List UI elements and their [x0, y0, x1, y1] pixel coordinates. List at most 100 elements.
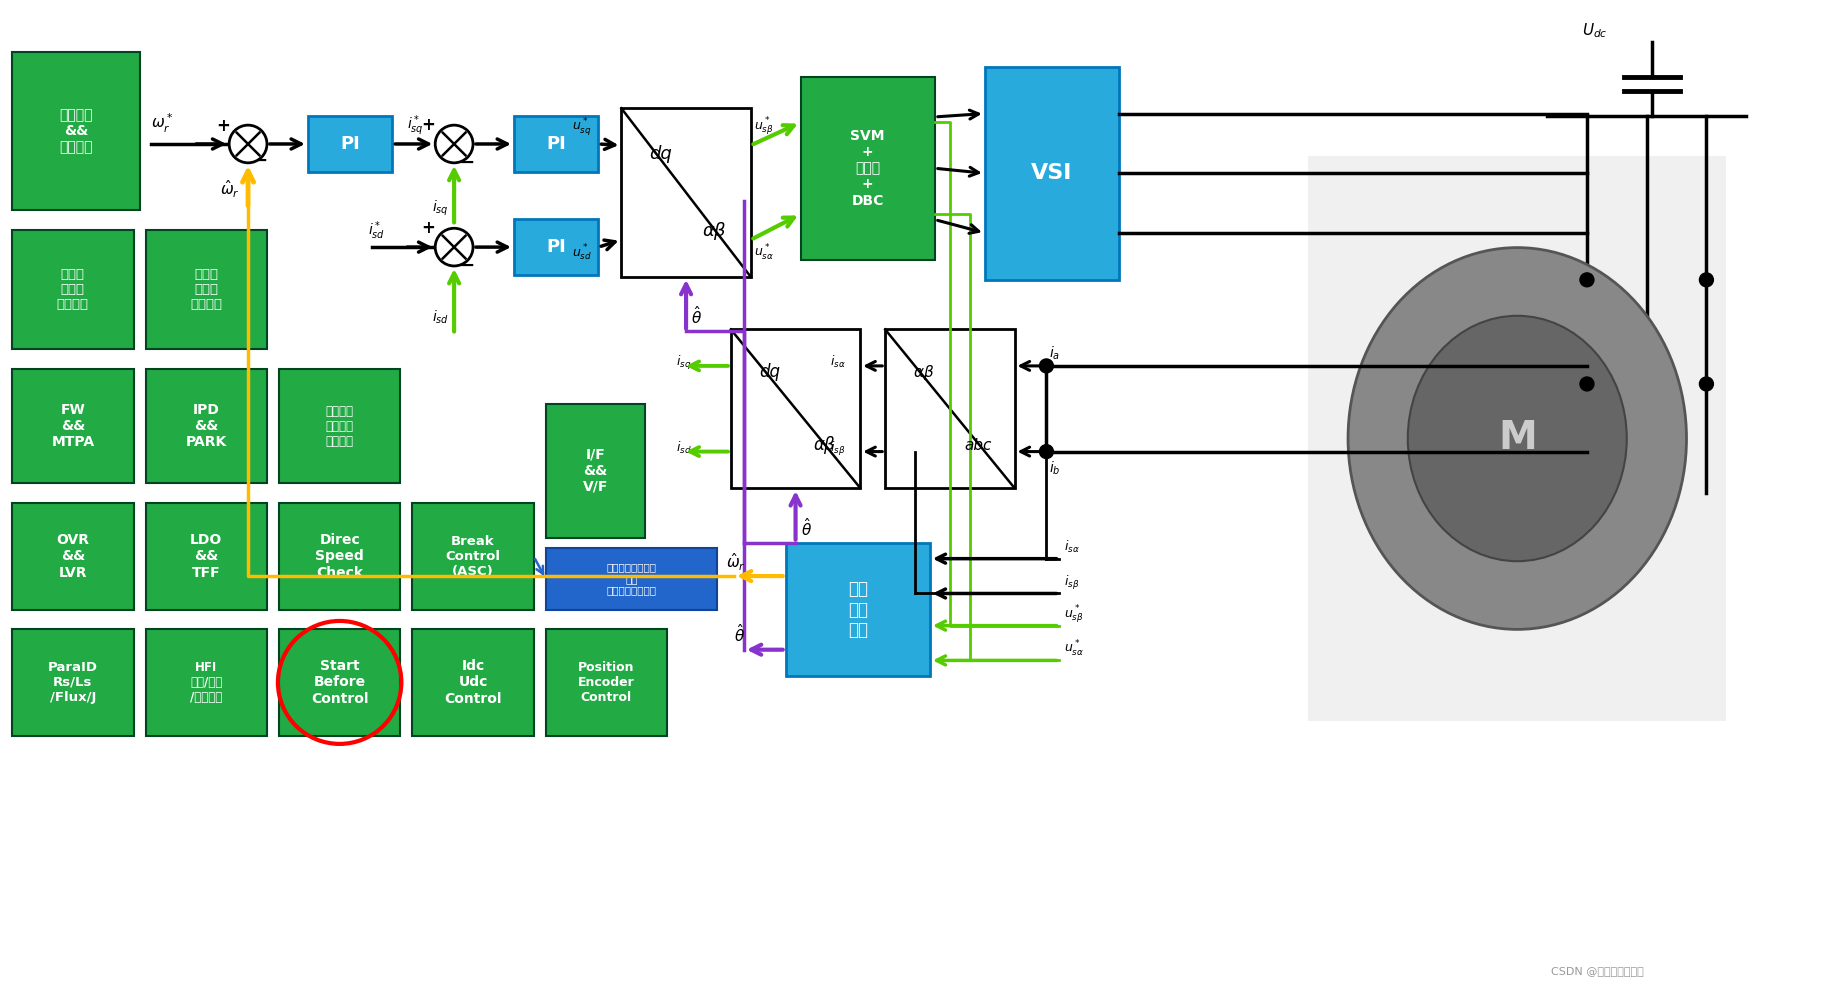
Text: FW
&&
MTPA: FW && MTPA [51, 403, 94, 449]
Circle shape [435, 125, 474, 163]
Text: dq: dq [648, 145, 672, 163]
Text: SVM
+
过调制
+
DBC: SVM + 过调制 + DBC [851, 129, 885, 208]
FancyBboxPatch shape [411, 502, 535, 610]
Bar [731, 330, 860, 489]
Text: $i_{s\alpha}$: $i_{s\alpha}$ [830, 354, 847, 370]
Text: PI: PI [546, 238, 566, 256]
Text: −: − [459, 153, 476, 172]
FancyBboxPatch shape [514, 219, 599, 275]
Text: $\hat{\theta}$: $\hat{\theta}$ [733, 623, 744, 644]
Text: $i_{s\beta}$: $i_{s\beta}$ [830, 440, 845, 458]
Text: $i_{sd}$: $i_{sd}$ [676, 440, 693, 456]
Text: HFI
旋转/脉振
/方波注入: HFI 旋转/脉振 /方波注入 [189, 661, 222, 704]
Text: ParaID
Rs/Ls
/Flux/J: ParaID Rs/Ls /Flux/J [48, 661, 97, 704]
Text: $u_{sd}^*$: $u_{sd}^*$ [571, 243, 592, 263]
Text: abc: abc [964, 438, 992, 453]
Text: $i_b$: $i_b$ [1049, 459, 1062, 477]
FancyBboxPatch shape [145, 502, 266, 610]
Text: dq: dq [759, 363, 781, 381]
FancyBboxPatch shape [13, 369, 134, 484]
FancyBboxPatch shape [279, 369, 400, 484]
FancyBboxPatch shape [279, 629, 400, 736]
FancyBboxPatch shape [13, 502, 134, 610]
Text: $u_{s\alpha}^*$: $u_{s\alpha}^*$ [753, 243, 773, 263]
FancyBboxPatch shape [13, 52, 140, 211]
FancyBboxPatch shape [546, 629, 667, 736]
FancyBboxPatch shape [13, 629, 134, 736]
Text: 观测器
锁相环
参数计算: 观测器 锁相环 参数计算 [191, 268, 222, 311]
Text: 电动功率
发电功率
限制控制: 电动功率 发电功率 限制控制 [325, 404, 355, 448]
FancyBboxPatch shape [145, 629, 266, 736]
Text: $i_{sq}$: $i_{sq}$ [676, 355, 691, 372]
Text: $u_{s\beta}^*$: $u_{s\beta}^*$ [753, 116, 773, 138]
Text: $i_a$: $i_a$ [1049, 345, 1060, 362]
Text: M: M [1497, 419, 1536, 458]
Circle shape [230, 125, 266, 163]
Circle shape [1699, 273, 1714, 287]
Text: $\hat{\theta}$: $\hat{\theta}$ [801, 516, 812, 538]
Text: PI: PI [546, 135, 566, 153]
Text: −: − [252, 151, 268, 170]
Bar [885, 330, 1014, 489]
Bar [621, 108, 751, 277]
FancyBboxPatch shape [145, 369, 266, 484]
Text: $\alpha\beta$: $\alpha\beta$ [913, 362, 935, 381]
Text: $u_{s\beta}^*$: $u_{s\beta}^*$ [1064, 604, 1084, 626]
FancyBboxPatch shape [309, 116, 393, 172]
FancyBboxPatch shape [786, 542, 930, 676]
Text: $i_{s\beta}$: $i_{s\beta}$ [1064, 574, 1080, 592]
Text: Break
Control
(ASC): Break Control (ASC) [446, 535, 500, 578]
Ellipse shape [1407, 316, 1628, 561]
Text: $i_{s\alpha}$: $i_{s\alpha}$ [1064, 539, 1080, 555]
Circle shape [435, 228, 474, 266]
Text: Position
Encoder
Control: Position Encoder Control [579, 661, 636, 704]
Text: 转速
位置
估计: 转速 位置 估计 [849, 580, 867, 639]
Text: 电流采样
&&
调制策略: 电流采样 && 调制策略 [59, 108, 92, 154]
Text: 启动前对电机自检
或者
启动前逆变器自检: 启动前对电机自检 或者 启动前逆变器自检 [606, 562, 656, 596]
FancyBboxPatch shape [279, 502, 400, 610]
Text: +: + [421, 116, 435, 134]
Text: $\hat{\omega}_r$: $\hat{\omega}_r$ [726, 551, 746, 573]
FancyBboxPatch shape [514, 116, 599, 172]
Text: PI: PI [340, 135, 360, 153]
Text: OVR
&&
LVR: OVR && LVR [57, 533, 90, 580]
Text: LDO
&&
TFF: LDO && TFF [189, 533, 222, 580]
Text: $u_{s\alpha}^*$: $u_{s\alpha}^*$ [1064, 638, 1084, 658]
Text: $U_{dc}$: $U_{dc}$ [1582, 21, 1607, 40]
FancyBboxPatch shape [411, 629, 535, 736]
Circle shape [1699, 377, 1714, 391]
FancyBboxPatch shape [985, 67, 1119, 280]
Text: −: − [459, 256, 476, 275]
Text: 电流环
速度环
参数计算: 电流环 速度环 参数计算 [57, 268, 88, 311]
FancyBboxPatch shape [546, 404, 645, 537]
Text: $\omega_r^*$: $\omega_r^*$ [151, 111, 175, 135]
Text: CSDN @初心不忘产学研: CSDN @初心不忘产学研 [1550, 966, 1644, 976]
Text: Direc
Speed
Check: Direc Speed Check [316, 533, 364, 580]
Text: $i_{sd}$: $i_{sd}$ [432, 309, 450, 326]
Text: VSI: VSI [1031, 163, 1073, 184]
Text: $\hat{\omega}_r$: $\hat{\omega}_r$ [220, 179, 241, 201]
FancyBboxPatch shape [145, 230, 266, 350]
Circle shape [1580, 377, 1595, 391]
Text: $\alpha\beta$: $\alpha\beta$ [812, 434, 836, 456]
Text: $i_{sq}^*$: $i_{sq}^*$ [408, 113, 424, 138]
Text: $u_{sq}^*$: $u_{sq}^*$ [571, 116, 592, 138]
Circle shape [1580, 273, 1595, 287]
Text: $i_{sq}$: $i_{sq}$ [432, 199, 448, 217]
Text: $\hat{\theta}$: $\hat{\theta}$ [691, 306, 702, 328]
FancyBboxPatch shape [546, 547, 716, 610]
Text: $\alpha\beta$: $\alpha\beta$ [702, 220, 727, 242]
FancyBboxPatch shape [1308, 156, 1727, 721]
Text: I/F
&&
V/F: I/F && V/F [582, 448, 608, 494]
Text: IPD
&&
PARK: IPD && PARK [186, 403, 228, 449]
Circle shape [1040, 445, 1053, 459]
Text: Idc
Udc
Control: Idc Udc Control [445, 659, 502, 706]
Ellipse shape [1348, 247, 1686, 630]
Text: Start
Before
Control: Start Before Control [310, 659, 369, 706]
FancyBboxPatch shape [801, 76, 935, 260]
Circle shape [1040, 358, 1053, 372]
Text: +: + [217, 117, 230, 135]
FancyBboxPatch shape [13, 230, 134, 350]
Text: $i_{sd}^*$: $i_{sd}^*$ [367, 219, 384, 242]
Text: +: + [421, 219, 435, 237]
